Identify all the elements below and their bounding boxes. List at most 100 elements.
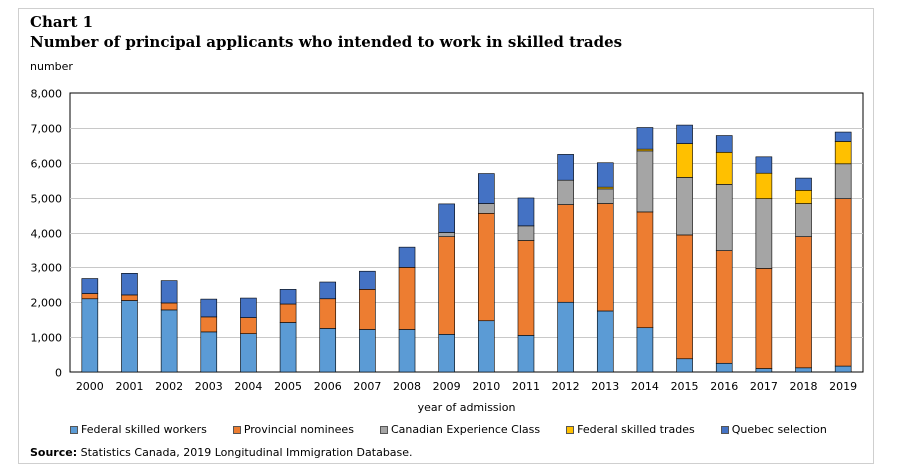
bar-segment bbox=[834, 198, 852, 367]
bar-segment bbox=[636, 211, 654, 329]
bar-segment bbox=[478, 213, 495, 322]
chart-title: Number of principal applicants who inten… bbox=[30, 33, 623, 51]
bar-segment bbox=[636, 327, 654, 373]
bar-segment bbox=[398, 246, 416, 268]
bar-segment bbox=[755, 368, 773, 373]
legend-label: Canadian Experience Class bbox=[390, 423, 541, 436]
bar-segment bbox=[200, 298, 218, 318]
source-label: Source: bbox=[30, 446, 78, 459]
bar-segment bbox=[715, 135, 733, 153]
legend-label: Quebec selection bbox=[731, 423, 827, 436]
bar-segment bbox=[438, 232, 455, 237]
bar-segment bbox=[200, 316, 218, 333]
bar-segment bbox=[359, 329, 376, 373]
legend-swatch bbox=[566, 425, 575, 434]
bar-segment bbox=[755, 268, 773, 369]
x-tick-label: 2014 bbox=[631, 380, 659, 393]
bar-segment bbox=[715, 184, 733, 251]
x-tick-label: 2010 bbox=[472, 380, 500, 393]
bar-segment bbox=[319, 281, 337, 300]
bar-segment bbox=[557, 179, 574, 205]
bar-segment bbox=[715, 151, 733, 185]
y-tick-label: 6,000 bbox=[31, 158, 63, 171]
x-axis-label: year of admission bbox=[417, 401, 516, 414]
y-tick-label: 2,000 bbox=[31, 297, 63, 310]
y-tick-label: 1,000 bbox=[31, 332, 63, 345]
bar-segment bbox=[795, 367, 812, 373]
bar-segment bbox=[834, 131, 852, 142]
y-tick-label: 3,000 bbox=[31, 262, 63, 275]
bar-segment bbox=[438, 236, 455, 335]
bar-segment bbox=[517, 240, 535, 336]
x-tick-label: 2019 bbox=[829, 380, 857, 393]
bar-segment bbox=[81, 278, 99, 294]
legend-item: Quebec selection bbox=[720, 423, 827, 436]
legend-swatch bbox=[70, 425, 78, 434]
bar-segment bbox=[676, 177, 693, 236]
bar-segment bbox=[596, 203, 614, 312]
legend-item: Federal skilled workers bbox=[70, 423, 207, 436]
legend: Federal skilled workers Provincial nomine… bbox=[70, 423, 853, 436]
bar-segment bbox=[359, 270, 376, 290]
source-text: Statistics Canada, 2019 Longitudinal Imm… bbox=[77, 446, 413, 459]
bar-segment bbox=[359, 289, 376, 330]
x-tick-label: 2001 bbox=[115, 380, 143, 393]
bar-segment bbox=[755, 156, 773, 174]
x-tick-label: 2000 bbox=[76, 380, 104, 393]
x-tick-label: 2008 bbox=[393, 380, 421, 393]
plot-border bbox=[69, 92, 864, 373]
bar-segment bbox=[81, 298, 99, 373]
bar-segment bbox=[478, 203, 495, 214]
bar-segment bbox=[557, 301, 574, 373]
bar-segment bbox=[319, 328, 337, 373]
x-tick-label: 2009 bbox=[433, 380, 461, 393]
legend-item: Canadian Experience Class bbox=[379, 423, 541, 436]
bar-segment bbox=[676, 124, 693, 144]
bar-segment bbox=[795, 177, 812, 191]
legend-swatch bbox=[720, 425, 729, 434]
x-tick-label: 2017 bbox=[750, 380, 778, 393]
bar-segment bbox=[676, 234, 693, 360]
legend-swatch bbox=[379, 425, 388, 434]
bar-segment bbox=[319, 298, 337, 329]
chart-frame bbox=[18, 8, 874, 464]
bar-segment bbox=[279, 322, 297, 373]
bar-segment bbox=[81, 293, 99, 300]
bar-segment bbox=[834, 141, 852, 165]
bar-segment bbox=[715, 362, 733, 373]
x-tick-label: 2015 bbox=[671, 380, 699, 393]
legend-item: Federal skilled trades bbox=[566, 423, 695, 436]
y-tick-label: 0 bbox=[55, 367, 62, 380]
y-tick-label: 8,000 bbox=[31, 88, 63, 101]
x-tick-label: 2007 bbox=[353, 380, 381, 393]
bar-segment bbox=[517, 225, 535, 241]
bar-segment bbox=[438, 203, 455, 233]
legend-label: Federal skilled workers bbox=[81, 423, 207, 436]
bar-segment bbox=[160, 302, 178, 311]
bar-segment bbox=[121, 294, 138, 301]
x-tick-label: 2005 bbox=[274, 380, 302, 393]
x-tick-label: 2011 bbox=[512, 380, 540, 393]
bar-segment bbox=[795, 190, 812, 204]
bar-segment bbox=[240, 297, 257, 318]
bar-segment bbox=[438, 334, 455, 373]
legend-item: Provincial nominees bbox=[232, 423, 354, 436]
bar-segment bbox=[398, 267, 416, 330]
bar-segment bbox=[398, 329, 416, 373]
bar-segment bbox=[279, 289, 297, 305]
bar-segment bbox=[596, 162, 614, 188]
legend-swatch bbox=[232, 425, 241, 434]
bar-segment bbox=[517, 335, 535, 373]
source-note: Source: Statistics Canada, 2019 Longitud… bbox=[30, 446, 413, 459]
bar-segment bbox=[279, 303, 297, 323]
bar-segment bbox=[795, 203, 812, 237]
x-tick-label: 2013 bbox=[591, 380, 619, 393]
y-axis-label: number bbox=[30, 60, 73, 73]
bar-segment bbox=[200, 331, 218, 373]
bar-segment bbox=[755, 172, 773, 199]
bar-segment bbox=[557, 204, 574, 303]
bar-segment bbox=[795, 236, 812, 369]
bar-segment bbox=[478, 173, 495, 204]
x-tick-label: 2012 bbox=[552, 380, 580, 393]
